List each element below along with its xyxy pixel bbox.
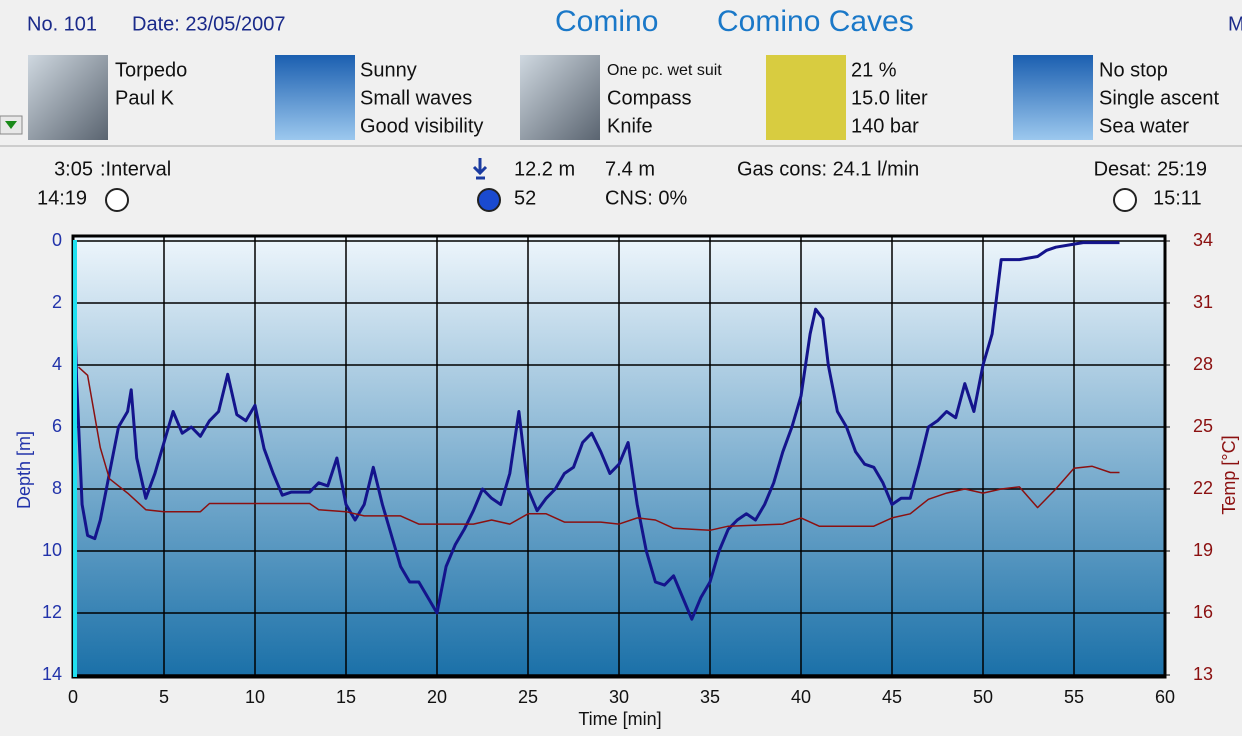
- y-axis-label: Depth [m]: [14, 431, 34, 509]
- interval-time: 3:05: [54, 158, 93, 180]
- y-tick-label: 8: [52, 478, 62, 498]
- x-tick-label: 40: [791, 687, 811, 707]
- desat: Desat: 25:19: [1094, 158, 1207, 180]
- y-tick-label: 6: [52, 416, 62, 436]
- dive-date: Date: 23/05/2007: [132, 13, 285, 35]
- dive-number: No. 101: [27, 13, 97, 35]
- y-tick-label: 2: [52, 292, 62, 312]
- info-text: Compass: [607, 87, 691, 109]
- y2-tick-label: 28: [1193, 354, 1213, 374]
- y2-tick-label: 19: [1193, 540, 1213, 560]
- exit-time: 15:11: [1153, 187, 1202, 209]
- x-axis-label: Time [min]: [578, 709, 661, 729]
- temperature-line: [77, 366, 1120, 532]
- equipment-icon[interactable]: [520, 55, 600, 140]
- clock-icon: [105, 188, 129, 212]
- location: Comino: [555, 5, 658, 38]
- info-text: Sunny: [360, 59, 417, 81]
- info-text: Small waves: [360, 87, 472, 109]
- y2-tick-label: 22: [1193, 478, 1213, 498]
- info-text: Torpedo: [115, 59, 187, 81]
- avg-depth: 7.4 m: [605, 158, 655, 180]
- weather-icon[interactable]: [275, 55, 355, 140]
- depth-line: [71, 240, 1120, 621]
- y2-axis-label: Temp [°C]: [1219, 435, 1239, 514]
- duration: 52: [514, 187, 536, 209]
- y2-tick-label: 34: [1193, 230, 1213, 250]
- chart: [71, 236, 1166, 677]
- info-text: Good visibility: [360, 115, 483, 137]
- dive-type-icon[interactable]: [1013, 55, 1093, 140]
- y2-tick-label: 16: [1193, 602, 1213, 622]
- x-tick-label: 35: [700, 687, 720, 707]
- info-text: Single ascent: [1099, 87, 1220, 109]
- x-tick-label: 45: [882, 687, 902, 707]
- x-tick-label: 50: [973, 687, 993, 707]
- interval-label: :Interval: [100, 158, 171, 180]
- info-text: No stop: [1099, 59, 1168, 81]
- y-tick-label: 12: [42, 602, 62, 622]
- y-tick-label: 4: [52, 354, 62, 374]
- max-depth: 12.2 m: [514, 158, 575, 180]
- dropdown-arrow: [5, 121, 17, 129]
- x-tick-label: 5: [159, 687, 169, 707]
- cns: CNS: 0%: [605, 187, 687, 209]
- duration-icon: [477, 188, 501, 212]
- info-text: 15.0 liter: [851, 87, 928, 109]
- cut-text: M: [1228, 13, 1242, 35]
- info-text: Sea water: [1099, 115, 1189, 137]
- y-tick-label: 14: [42, 664, 62, 684]
- y2-tick-label: 31: [1193, 292, 1213, 312]
- x-tick-label: 15: [336, 687, 356, 707]
- info-text: One pc. wet suit: [607, 62, 722, 79]
- gas-consumption: Gas cons: 24.1 l/min: [737, 158, 919, 180]
- info-text: 140 bar: [851, 115, 919, 137]
- info-text: 21 %: [851, 59, 897, 81]
- entry-time: 14:19: [37, 187, 87, 209]
- y2-tick-label: 13: [1193, 664, 1213, 684]
- depth-icon: [472, 158, 488, 180]
- info-text: Knife: [607, 115, 653, 137]
- x-tick-label: 25: [518, 687, 538, 707]
- x-tick-label: 60: [1155, 687, 1175, 707]
- info-text: Paul K: [115, 87, 175, 109]
- x-tick-label: 0: [68, 687, 78, 707]
- clock-icon: [1113, 188, 1137, 212]
- x-tick-label: 20: [427, 687, 447, 707]
- x-tick-label: 30: [609, 687, 629, 707]
- y2-tick-label: 25: [1193, 416, 1213, 436]
- y-tick-label: 0: [52, 230, 62, 250]
- x-tick-label: 55: [1064, 687, 1084, 707]
- buddy-icon[interactable]: [28, 55, 108, 140]
- site: Comino Caves: [717, 5, 914, 38]
- tank-icon[interactable]: [766, 55, 846, 140]
- y-tick-label: 10: [42, 540, 62, 560]
- x-tick-label: 10: [245, 687, 265, 707]
